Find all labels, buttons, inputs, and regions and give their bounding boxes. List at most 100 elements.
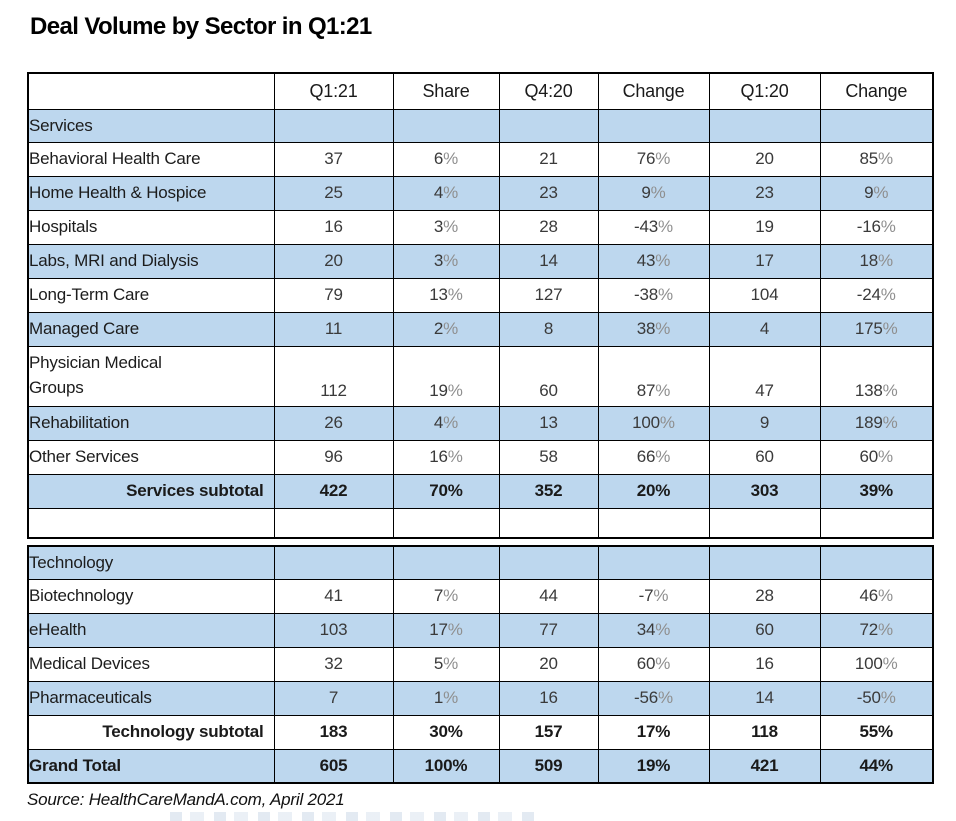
cell-value: 60 xyxy=(498,345,599,407)
percent-sign: % xyxy=(882,413,898,432)
cell-value: -50% xyxy=(819,680,934,716)
table-body-services: Services Behavioral Health Care 37 6% 21 76% 2… xyxy=(27,108,934,539)
cell-value: 16% xyxy=(392,439,500,475)
table-row: Home Health & Hospice 25 4% 23 9% 23 9% xyxy=(27,175,934,211)
cell-value xyxy=(273,545,394,580)
deal-volume-table-technology: Technology Biotechnology 41 7% 44 -7% 28 46% eHe… xyxy=(27,545,934,784)
percent-sign: % xyxy=(443,149,459,168)
cell-value: 422 xyxy=(273,473,394,509)
percent-digits: 2 xyxy=(433,319,444,338)
cell-value: 3% xyxy=(392,209,500,245)
cell-value: 16 xyxy=(708,646,821,682)
cell-value: 100% xyxy=(597,405,710,441)
cell-value: 1% xyxy=(392,680,500,716)
percent-sign: % xyxy=(880,217,896,236)
subtotal-row: Technology subtotal 183 30% 157 17% 118 55% xyxy=(27,714,934,750)
percent-digits: -16 xyxy=(856,217,881,236)
source-note: Source: HealthCareMandA.com, April 2021 xyxy=(27,790,345,809)
row-label: Managed Care xyxy=(27,311,275,347)
percent-sign: % xyxy=(658,688,673,707)
header-cell-sector xyxy=(27,72,275,110)
cell-value: 16 xyxy=(498,680,599,716)
header-cell-change-2: Change xyxy=(819,72,934,110)
percent-sign: % xyxy=(880,688,896,707)
cell-value: 30% xyxy=(392,714,500,750)
cell-value: 175% xyxy=(819,311,934,347)
row-label: Home Health & Hospice xyxy=(27,175,275,211)
row-label: Physician Medical Groups xyxy=(27,345,275,407)
row-label: Biotechnology xyxy=(27,578,275,614)
cell-value xyxy=(597,545,710,580)
cell-value: 26 xyxy=(273,405,394,441)
cell-value: 4% xyxy=(392,405,500,441)
cell-value: 7 xyxy=(273,680,394,716)
cell-value: 28 xyxy=(708,578,821,614)
cell-value: 20% xyxy=(597,473,710,509)
table-row: Managed Care 11 2% 8 38% 4 175% xyxy=(27,311,934,347)
percent-sign: % xyxy=(659,413,675,432)
row-label: Long-Term Care xyxy=(27,277,275,313)
percent-digits: 60 xyxy=(859,447,879,466)
cell-value: 28 xyxy=(498,209,599,245)
cell-value: 44 xyxy=(498,578,599,614)
header-cell-q1-21: Q1:21 xyxy=(273,72,394,110)
cell-value: 6% xyxy=(392,141,500,177)
cell-value: 11 xyxy=(273,311,394,347)
cell-value: 4 xyxy=(708,311,821,347)
empty-row xyxy=(27,507,934,539)
cell-value: 23 xyxy=(708,175,821,211)
cell-value: 100% xyxy=(392,748,500,784)
percent-digits: 85 xyxy=(859,149,879,168)
cell-value: 127 xyxy=(498,277,599,313)
percent-digits: -24 xyxy=(856,285,881,304)
percent-sign: % xyxy=(443,319,459,338)
row-label: Medical Devices xyxy=(27,646,275,682)
percent-sign: % xyxy=(443,183,459,202)
percent-digits: 18 xyxy=(859,251,879,270)
cell-value: 60% xyxy=(819,439,934,475)
percent-digits: 175 xyxy=(854,319,883,338)
percent-digits: 43 xyxy=(636,251,656,270)
cell-value xyxy=(597,108,710,143)
cell-value xyxy=(819,108,934,143)
cell-value: 509 xyxy=(498,748,599,784)
table-section-gap xyxy=(27,539,932,545)
percent-digits: 9 xyxy=(641,183,651,202)
header-cell-q1-20: Q1:20 xyxy=(708,72,821,110)
cell-value xyxy=(498,507,599,539)
row-label: Technology subtotal xyxy=(27,714,275,750)
cell-value: 41 xyxy=(273,578,394,614)
cell-value: 34% xyxy=(597,612,710,648)
percent-sign: % xyxy=(447,285,463,304)
cell-value: 13 xyxy=(498,405,599,441)
row-label: Services subtotal xyxy=(27,473,275,509)
cell-value: 183 xyxy=(273,714,394,750)
cell-value: 23 xyxy=(498,175,599,211)
cell-value: -7% xyxy=(597,578,710,614)
cell-value: 32 xyxy=(273,646,394,682)
percent-sign: % xyxy=(655,251,671,270)
table-row: Hospitals 16 3% 28 -43% 19 -16% xyxy=(27,209,934,245)
percent-digits: 3 xyxy=(433,251,444,270)
cell-value xyxy=(498,108,599,143)
cell-value: 100% xyxy=(819,646,934,682)
percent-sign: % xyxy=(882,654,898,673)
percent-digits: 34 xyxy=(636,620,656,639)
cell-value: -43% xyxy=(597,209,710,245)
table-row: Other Services 96 16% 58 66% 60 60% xyxy=(27,439,934,475)
cell-value xyxy=(597,507,710,539)
cell-value: 138% xyxy=(819,345,934,407)
section-row: Services xyxy=(27,108,934,143)
percent-digits: -43 xyxy=(634,217,659,236)
cell-value xyxy=(708,507,821,539)
cell-value: 79 xyxy=(273,277,394,313)
header-cell-change-1: Change xyxy=(597,72,710,110)
cell-value: -24% xyxy=(819,277,934,313)
percent-sign: % xyxy=(655,149,671,168)
percent-sign: % xyxy=(878,586,893,605)
cell-value xyxy=(708,108,821,143)
percent-sign: % xyxy=(443,688,459,707)
cell-value: 39% xyxy=(819,473,934,509)
deal-volume-table-area: Q1:21 Share Q4:20 Change Q1:20 Change Se… xyxy=(27,72,934,784)
percent-sign: % xyxy=(878,620,893,639)
